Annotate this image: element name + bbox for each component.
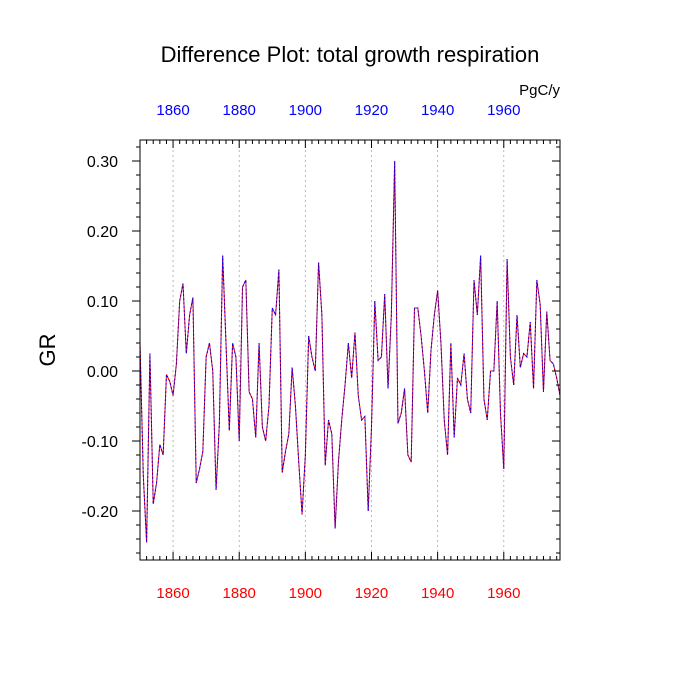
y-tick-label: 0.20 [87,224,118,241]
chart-title: Difference Plot: total growth respiratio… [161,42,540,67]
x-tick-label-bottom: 1920 [355,585,388,602]
plot-frame [139,139,561,561]
y-tick-label: -0.10 [82,434,119,451]
x-tick-label-bottom: 1880 [223,585,256,602]
y-tick-label: 0.00 [87,364,118,381]
units-label: PgC/y [519,82,560,99]
tick-labels: -0.20 -0.10 0.00 0.10 0.20 0.30 1860 1860 1880 18… [82,102,521,602]
x-tick-label-bottom: 1900 [289,585,322,602]
x-tick-label-top: 1880 [223,102,256,119]
x-tick-label-bottom: 1860 [156,585,189,602]
grid-lines [172,140,505,560]
x-tick-label-top: 1920 [355,102,388,119]
y-tick-label: 0.30 [87,154,118,171]
x-tick-label-top: 1960 [487,102,520,119]
series-line-red [139,160,561,543]
y-tick-label: -0.20 [82,504,119,521]
y-axis-label: GR [35,334,60,367]
x-tick-label-top: 1940 [421,102,454,119]
x-tick-label-top: 1860 [156,102,189,119]
axis-ticks [132,140,560,560]
x-tick-label-bottom: 1960 [487,585,520,602]
x-tick-label-top: 1900 [289,102,322,119]
series-line-blue [139,160,561,543]
series-lines [139,160,561,543]
x-tick-label-bottom: 1940 [421,585,454,602]
y-tick-label: 0.10 [87,294,118,311]
